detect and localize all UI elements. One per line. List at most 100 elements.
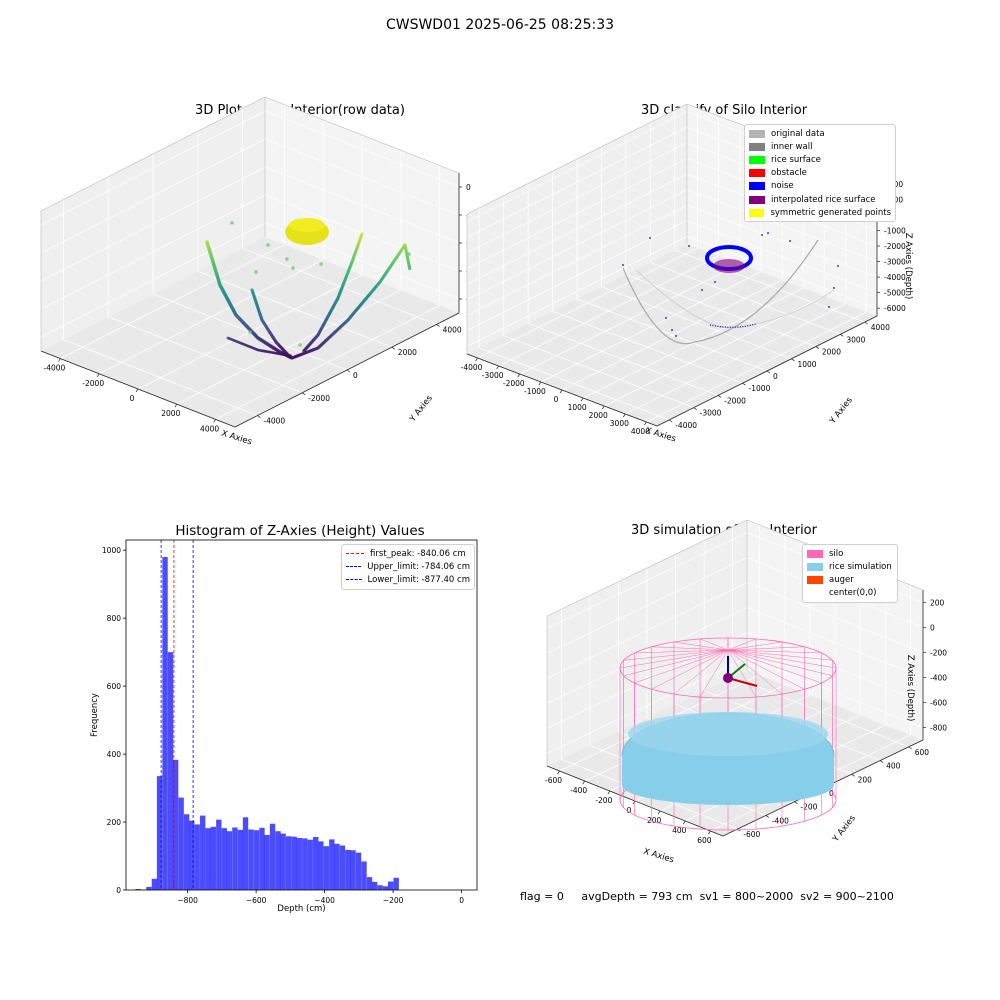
sim-y-tick-label: 600 (915, 748, 930, 757)
sim-x-tick-label: -600 (545, 776, 562, 785)
avg-depth-text: avgDepth = 793 cm (581, 890, 693, 903)
hist-bar (329, 839, 335, 890)
raw-y-tick (302, 392, 306, 396)
raw-grid-z (40, 194, 266, 310)
sim-silo-roof-line (623, 649, 729, 661)
hist-y-tick-label: 200 (107, 818, 122, 827)
sim-legend-item: center(0,0) (807, 587, 893, 600)
cls-x-tick-label: -2000 (503, 379, 525, 388)
cls-noise-arc (709, 323, 757, 328)
raw-edge (40, 96, 266, 212)
hist-bar (355, 852, 362, 890)
sim-z-tick-label: -800 (930, 724, 947, 733)
cls-grid-z (686, 220, 878, 294)
cls-x-tick (623, 413, 626, 418)
hist-bar (210, 826, 217, 890)
cls-y-tick (766, 370, 771, 374)
hist-bar (200, 815, 206, 890)
sim-legend-swatch (807, 575, 823, 584)
sim-silo-roof-line (727, 641, 783, 651)
hist-bar (216, 819, 222, 890)
sim-silo-roof-line (727, 638, 757, 651)
figure-title: CWSWD01 2025-06-25 08:25:33 (385, 17, 615, 33)
sv1-text: sv1 = 800~2000 (699, 890, 794, 903)
hist-bar (302, 838, 308, 890)
cls-legend-item: original data (749, 127, 891, 140)
hist-bar (167, 652, 174, 890)
cls-y-tick (693, 407, 697, 410)
sim-x-tick-label: 200 (647, 816, 662, 825)
cls-legend-label: obstacle (771, 168, 807, 179)
cls-legend-swatch (749, 195, 765, 204)
sim-y-tick-label: 200 (858, 775, 873, 784)
cls-legend-swatch (749, 182, 765, 191)
sim-legend-item: rice simulation (807, 560, 893, 573)
hist-x-axis-label: Depth (cm) (277, 904, 325, 914)
raw-x-tick-label: -4000 (44, 364, 66, 373)
hist-bar (194, 824, 200, 890)
cls-grid-y (650, 261, 841, 335)
raw-y-tick-label: 0 (353, 371, 358, 380)
sim-silo-roof-line (727, 649, 757, 698)
raw-edge (264, 96, 460, 174)
sim-z-tick-label: 0 (930, 624, 935, 633)
cls-y-tick-label: -3000 (700, 409, 722, 418)
cls-x-tick-label: 3000 (610, 419, 629, 428)
cls-x-tick (580, 397, 584, 402)
hist-bar (296, 838, 302, 890)
cls-legend-item: symmetric generated points (749, 206, 891, 219)
cls-y-tick (742, 382, 746, 386)
raw-grid-z (264, 110, 460, 188)
sim-z-tick-label: 200 (930, 599, 945, 608)
cls-y-axis-label: Y Axies (827, 395, 855, 427)
raw-scatter-point (319, 262, 323, 266)
raw-y-tick-label: -2000 (308, 394, 330, 403)
hist-x-tick-label: −600 (246, 896, 267, 905)
cls-noise-point (837, 265, 839, 267)
hist-bar (226, 831, 233, 890)
cls-x-tick (644, 421, 647, 426)
cls-grid-z (466, 158, 688, 269)
raw-y-tick-label: -4000 (263, 417, 285, 426)
cls-noise-point (675, 335, 677, 337)
cls-grid-y (552, 310, 743, 384)
cls-legend-label: noise (771, 181, 794, 192)
hist-bar (183, 814, 190, 890)
raw-grid-y (197, 270, 392, 348)
hist-bar (285, 836, 292, 890)
cls-y-tick-label: 3000 (846, 335, 865, 344)
cls-legend-item: noise (749, 180, 891, 193)
cls-y-tick (791, 358, 795, 362)
raw-y-tick-label: 4000 (443, 325, 462, 334)
cls-grid-z (466, 173, 688, 285)
sim-x-tick-label: 0 (627, 806, 632, 815)
sim-y-tick (851, 773, 855, 777)
cls-legend-label: interpolated rice surface (771, 194, 876, 205)
sim-y-tick-label: -200 (800, 803, 817, 812)
cls-grid-z (466, 126, 688, 238)
cls-x-tick (559, 389, 563, 394)
cls-edge (466, 103, 688, 215)
cls-grid-z (686, 189, 878, 262)
sim-legend-item: silo (807, 547, 893, 560)
cls-z-tick-label: -6000 (884, 304, 906, 313)
raw-grid-z (40, 222, 266, 338)
cls-noise-point (622, 264, 624, 266)
cls-y-tick (840, 334, 844, 337)
sim-legend-label: silo (829, 548, 844, 559)
sim-silo-roof-line (651, 646, 729, 651)
sim-legend-swatch (807, 562, 823, 571)
cls-z-axis-label: Z Axies (Depth) (903, 233, 913, 300)
sim-silo-roof-line (634, 649, 729, 684)
cls-x-tick-label: 4000 (631, 427, 650, 436)
raw-grid-y (63, 339, 258, 416)
sim-x-tick-label: 600 (697, 836, 712, 845)
hist-bar (361, 861, 367, 890)
sim-silo-roof-line (673, 641, 729, 651)
cls-x-tick (538, 381, 542, 386)
hist-y-tick-label: 800 (107, 614, 122, 623)
hist-bar (334, 843, 340, 890)
hist-bar (291, 836, 297, 890)
raw-y-tick (257, 415, 261, 418)
raw-x-tick-label: 2000 (161, 409, 180, 418)
